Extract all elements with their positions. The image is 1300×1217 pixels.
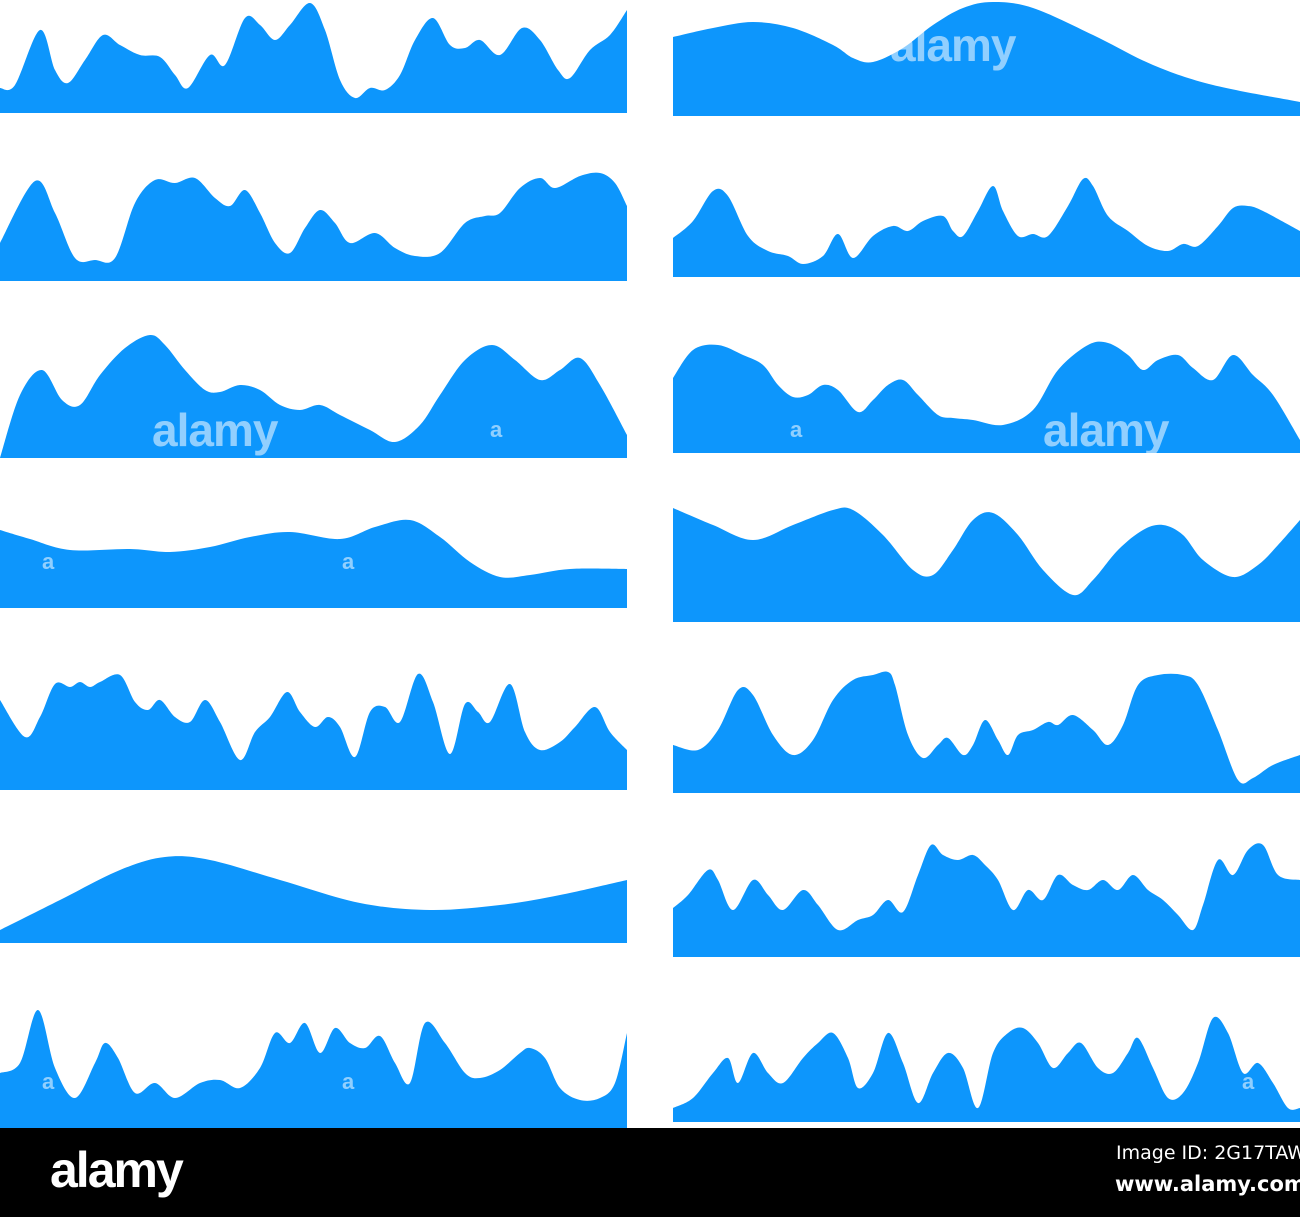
wave-shape-14 [673, 1016, 1300, 1122]
wave-shape-1 [0, 2, 627, 113]
wave-fill [673, 507, 1300, 622]
watermark: alamy [890, 19, 1016, 71]
wave-fill [0, 172, 627, 281]
wave-fill [0, 2, 627, 113]
wave-shape-5 [0, 673, 627, 790]
wave-fill [0, 856, 627, 943]
watermark-letter: a [1242, 1069, 1255, 1094]
wave-shape-6 [0, 856, 627, 943]
watermark-letter: a [342, 549, 355, 574]
wave-shape-10 [673, 341, 1300, 453]
image-id: Image ID: 2G17TAW [1116, 1142, 1300, 1164]
wave-shape-13 [673, 843, 1300, 957]
wave-shape-2 [0, 172, 627, 281]
wave-fill [673, 671, 1300, 793]
watermark-letter: a [490, 417, 503, 442]
wave-fill [673, 843, 1300, 957]
wave-shape-9 [673, 177, 1300, 277]
wave-fill [673, 177, 1300, 277]
watermark: alamy [152, 404, 278, 456]
wave-shape-7 [0, 1009, 627, 1128]
wave-fill [673, 341, 1300, 453]
wave-fill [0, 334, 627, 458]
watermark-letter: a [42, 549, 55, 574]
wave-shape-4 [0, 519, 627, 608]
wave-shape-8 [673, 2, 1300, 116]
wave-fill [673, 1016, 1300, 1122]
watermark-letter: a [42, 1069, 55, 1094]
wave-shape-3 [0, 334, 627, 458]
wave-fill [0, 519, 627, 608]
wave-shape-12 [673, 671, 1300, 793]
wave-fill [0, 1009, 627, 1128]
wave-fill [0, 673, 627, 790]
alamy-logo: alamy [50, 1142, 184, 1198]
wave-fill [673, 2, 1300, 116]
watermark: alamy [1043, 404, 1169, 456]
site-url: www.alamy.com [1115, 1172, 1300, 1196]
watermark-letter: a [342, 1069, 355, 1094]
watermark-letter: a [790, 417, 803, 442]
wave-shape-11 [673, 507, 1300, 622]
footer-bar: alamy Image ID: 2G17TAW www.alamy.com [0, 1128, 1300, 1217]
